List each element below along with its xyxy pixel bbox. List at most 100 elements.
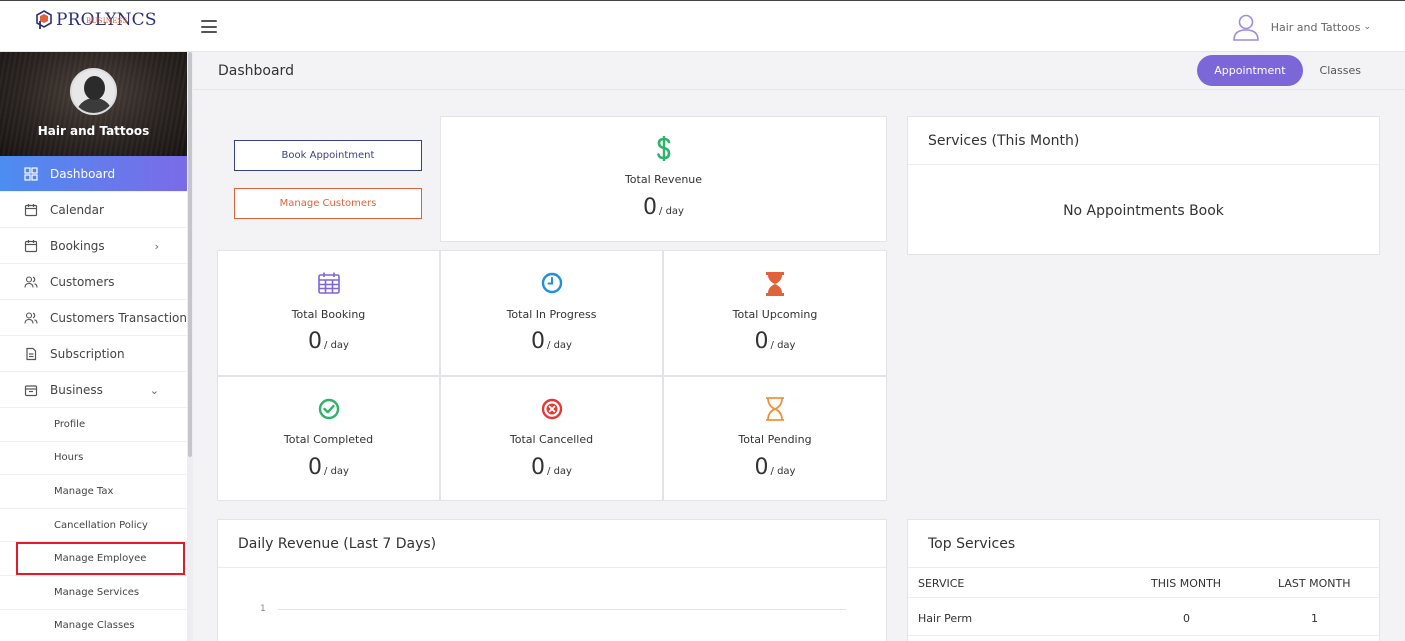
stat-label: Total Revenue xyxy=(624,173,703,186)
chevron-right-icon: › xyxy=(154,240,159,253)
per-day-label: / day xyxy=(547,340,572,351)
appointment-toggle-button[interactable]: Appointment xyxy=(1197,55,1303,86)
stat-card-cancelled: Total Cancelled 0/ day xyxy=(440,376,663,501)
sidebar-subitem-label: Profile xyxy=(54,418,86,430)
sidebar-subitem-label: Manage Services xyxy=(54,586,140,598)
sidebar-subitem-hours[interactable]: Hours xyxy=(0,442,187,476)
view-toggle: Appointment Classes xyxy=(1197,55,1378,86)
stat-label: Total Pending xyxy=(738,433,812,446)
sidebar-item-label: Dashboard xyxy=(50,166,116,181)
stat-label: Total Booking xyxy=(291,308,366,321)
panel-title: Services (This Month) xyxy=(928,133,1080,149)
chevron-down-icon: ⌄ xyxy=(1363,22,1371,32)
calendar-icon xyxy=(24,239,38,252)
sidebar-subitem-cancellation-policy[interactable]: Cancellation Policy xyxy=(0,509,187,543)
stat-value: 0/ day xyxy=(441,195,886,220)
stat-label: Total In Progress xyxy=(506,308,597,321)
sidebar-subitem-label: Cancellation Policy xyxy=(54,519,148,531)
column-header-last-month: LAST MONTH xyxy=(1278,577,1351,590)
sidebar-item-label: Bookings xyxy=(50,238,105,253)
sidebar-subitem-manage-classes[interactable]: Manage Classes xyxy=(0,610,187,641)
page-title: Dashboard xyxy=(218,63,294,79)
panel-title: Daily Revenue (Last 7 Days) xyxy=(238,536,437,552)
stat-card-revenue: Total Revenue 0/ day xyxy=(440,116,887,242)
logo-mark-icon xyxy=(36,10,52,29)
stat-number: 0 xyxy=(531,329,546,354)
user-menu[interactable]: Hair and Tattoos ⌄ xyxy=(1231,12,1371,42)
daily-revenue-panel: Daily Revenue (Last 7 Days) 1 xyxy=(217,519,887,641)
sidebar-subitem-profile[interactable]: Profile xyxy=(0,408,187,442)
sidebar-profile: Hair and Tattoos xyxy=(0,52,187,156)
document-icon xyxy=(26,347,37,360)
divider xyxy=(908,597,1379,598)
column-header-this-month: THIS MONTH xyxy=(1151,577,1222,590)
sidebar-item-business[interactable]: Business ⌄ xyxy=(0,372,187,408)
per-day-label: / day xyxy=(324,466,349,477)
sidebar-item-label: Customers xyxy=(50,274,115,289)
per-day-label: / day xyxy=(659,206,684,217)
stat-value: 0/ day xyxy=(218,455,439,480)
chevron-down-icon: ⌄ xyxy=(149,384,159,397)
sidebar-item-label: Business xyxy=(50,382,103,397)
stat-number: 0 xyxy=(308,329,323,354)
dollar-icon xyxy=(656,136,670,161)
panel-title: Top Services xyxy=(928,536,1016,552)
users-icon xyxy=(24,311,38,324)
stat-card-completed: Total Completed 0/ day xyxy=(217,376,440,501)
user-name: Hair and Tattoos xyxy=(1270,20,1361,34)
stat-value: 0/ day xyxy=(664,329,886,354)
avatar[interactable] xyxy=(70,68,117,115)
stat-label: Total Cancelled xyxy=(509,433,594,446)
per-day-label: / day xyxy=(770,466,796,477)
sidebar-subitem-label: Manage Employee xyxy=(54,553,147,565)
book-appointment-button[interactable]: Book Appointment xyxy=(234,140,422,171)
sidebar-item-bookings[interactable]: Bookings › xyxy=(0,228,187,264)
sidebar-subitem-manage-tax[interactable]: Manage Tax xyxy=(0,475,187,509)
x-circle-icon xyxy=(541,398,562,420)
sidebar-item-label: Subscription xyxy=(50,346,125,361)
sidebar-item-calendar[interactable]: Calendar xyxy=(0,192,187,228)
sidebar-subitem-manage-employee[interactable]: Manage Employee xyxy=(0,542,187,576)
sidebar-item-subscription[interactable]: Subscription xyxy=(0,336,187,372)
stat-number: 0 xyxy=(308,455,323,480)
sidebar-item-label: Calendar xyxy=(50,202,104,217)
user-avatar-icon xyxy=(1232,14,1259,41)
page-title-bar: Dashboard Appointment Classes xyxy=(193,52,1405,90)
empty-message: No Appointments Book xyxy=(1063,203,1224,219)
stat-card-booking: Total Booking 0/ day xyxy=(217,250,440,376)
stat-value: 0/ day xyxy=(441,329,662,354)
sidebar-subitem-label: Manage Classes xyxy=(54,620,135,632)
check-circle-icon xyxy=(318,398,339,420)
stat-number: 0 xyxy=(754,455,769,480)
stat-value: 0/ day xyxy=(218,329,439,354)
users-icon xyxy=(24,275,38,288)
stat-number: 0 xyxy=(531,455,546,480)
menu-toggle-icon[interactable] xyxy=(201,20,217,33)
divider xyxy=(908,635,1379,636)
sidebar: Hair and Tattoos Dashboard Calendar Book… xyxy=(0,52,187,641)
stat-card-pending: Total Pending 0/ day xyxy=(663,376,887,501)
stat-value: 0/ day xyxy=(441,455,662,480)
table-cell-this-month: 0 xyxy=(1183,612,1190,625)
sidebar-scrollbar[interactable] xyxy=(187,52,193,641)
services-month-panel: Services (This Month) No Appointments Bo… xyxy=(907,116,1380,255)
sidebar-item-customers-transaction[interactable]: Customers Transaction xyxy=(0,300,187,336)
stat-card-upcoming: Total Upcoming 0/ day xyxy=(663,250,887,376)
sidebar-subitem-manage-services[interactable]: Manage Services xyxy=(0,576,187,610)
brand-name: PROLYNCS xyxy=(56,10,157,30)
divider xyxy=(218,567,886,568)
calendar-icon xyxy=(24,203,38,216)
manage-customers-button[interactable]: Manage Customers xyxy=(234,188,422,219)
scrollbar-thumb[interactable] xyxy=(188,52,192,457)
top-header: PROLYNCS BUSINESS Hair and Tattoos ⌄ xyxy=(0,0,1405,52)
brand-logo[interactable]: PROLYNCS xyxy=(36,10,157,30)
sidebar-item-label: Customers Transaction xyxy=(50,310,187,325)
classes-toggle-button[interactable]: Classes xyxy=(1319,64,1361,77)
profile-name: Hair and Tattoos xyxy=(37,124,150,138)
stat-label: Total Upcoming xyxy=(732,308,818,321)
sidebar-item-dashboard[interactable]: Dashboard xyxy=(0,156,187,192)
calendar-icon xyxy=(317,272,340,294)
sidebar-subitem-label: Hours xyxy=(54,452,84,464)
stat-label: Total Completed xyxy=(283,433,374,446)
sidebar-item-customers[interactable]: Customers xyxy=(0,264,187,300)
